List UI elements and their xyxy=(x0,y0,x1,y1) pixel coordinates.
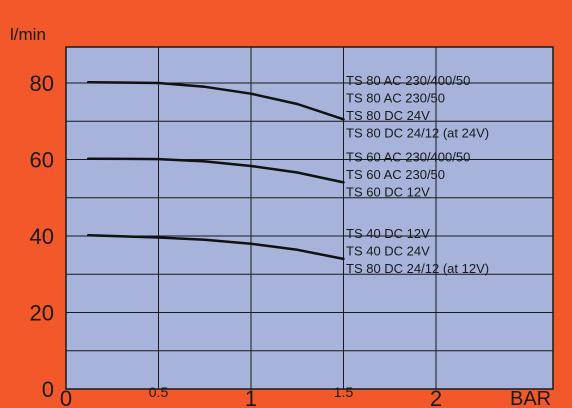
y-tick-labels: 0 20 40 60 80 xyxy=(30,71,54,402)
series-label: TS 80 AC 230/400/50 xyxy=(346,73,470,88)
y-tick-label: 20 xyxy=(30,301,54,326)
y-tick-label: 0 xyxy=(42,377,54,402)
x-tick-label: 1 xyxy=(245,386,257,408)
x-tick-label: 1.5 xyxy=(334,384,354,400)
curve-line-2 xyxy=(86,157,345,184)
plot-frame xyxy=(65,46,554,390)
y-tick-label: 80 xyxy=(30,71,54,96)
series-label: TS 60 AC 230/400/50 xyxy=(346,150,470,165)
y-tick-label: 40 xyxy=(30,224,54,249)
x-tick-labels: 0 0.5 1 1.5 2 xyxy=(60,384,442,408)
x-tick-label: 0.5 xyxy=(149,384,169,400)
x-axis-label: BAR xyxy=(510,388,551,408)
x-tick-label: 0 xyxy=(60,386,72,408)
x-tick-label: 2 xyxy=(430,386,442,408)
series-labels: TS 80 AC 230/400/50 TS 80 AC 230/50 TS 80 … xyxy=(346,73,489,276)
curves xyxy=(86,80,345,261)
series-label: TS 60 AC 230/50 xyxy=(346,167,445,182)
series-label: TS 80 AC 230/50 xyxy=(346,91,445,106)
series-label: TS 80 DC 24/12 (at 12V) xyxy=(346,261,489,276)
series-label: TS 40 DC 24V xyxy=(346,244,430,259)
series-label: TS 60 DC 12V xyxy=(346,185,430,200)
curve-line-1 xyxy=(86,80,345,121)
series-label: TS 80 DC 24V xyxy=(346,108,430,123)
y-tick-label: 60 xyxy=(30,148,54,173)
curve-line-3 xyxy=(86,233,345,261)
series-label: TS 80 DC 24/12 (at 24V) xyxy=(346,126,489,141)
plot-area xyxy=(66,47,553,389)
y-axis-label: l/min xyxy=(10,25,46,44)
series-label: TS 40 DC 12V xyxy=(346,226,430,241)
